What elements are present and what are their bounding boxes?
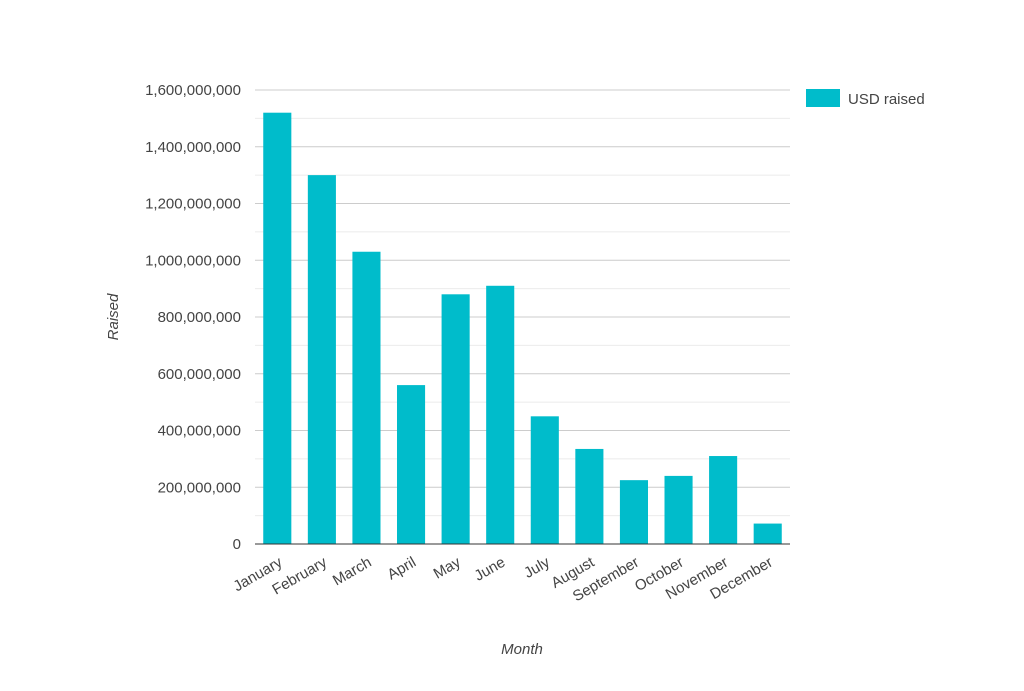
x-tick-label: June <box>472 554 509 585</box>
gridlines <box>255 89 790 517</box>
y-tick-label: 400,000,000 <box>158 423 241 440</box>
bar[interactable] <box>709 456 738 544</box>
bars <box>263 112 782 545</box>
y-tick-label: 0 <box>233 536 241 553</box>
x-tick-label: March <box>330 554 375 590</box>
y-tick-label: 1,200,000,000 <box>145 196 241 213</box>
y-tick-label: 1,600,000,000 <box>145 82 241 99</box>
bar[interactable] <box>664 475 693 544</box>
x-tick-label: May <box>431 553 464 582</box>
bar[interactable] <box>486 285 515 544</box>
legend-label: USD raised <box>848 91 925 108</box>
y-tick-label: 1,000,000,000 <box>145 252 241 269</box>
x-axis-title: Month <box>501 641 543 658</box>
bar[interactable] <box>619 480 649 544</box>
legend-swatch <box>806 89 840 107</box>
bar[interactable] <box>352 251 381 545</box>
bar[interactable] <box>575 448 604 544</box>
y-tick-label: 600,000,000 <box>158 366 241 383</box>
bar[interactable] <box>441 294 470 544</box>
y-axis-tick-labels: 0 200,000,000 400,000,000 600,000,000 800,00… <box>145 82 241 553</box>
y-tick-label: 800,000,000 <box>158 309 241 326</box>
bar[interactable] <box>530 416 559 544</box>
y-axis-title: Raised <box>105 293 122 340</box>
bar[interactable] <box>263 112 292 544</box>
bar[interactable] <box>307 175 336 544</box>
bar[interactable] <box>753 523 782 544</box>
bar[interactable] <box>396 385 426 544</box>
x-tick-label: April <box>385 554 419 584</box>
y-tick-label: 200,000,000 <box>158 479 241 496</box>
y-tick-label: 1,400,000,000 <box>145 139 241 156</box>
legend: USD raised <box>806 89 925 108</box>
